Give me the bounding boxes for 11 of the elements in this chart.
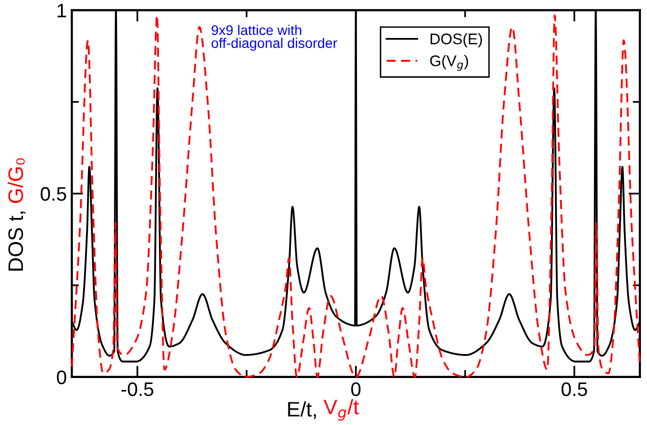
annotation: 9x9 lattice with off-diagonal disorder [212, 24, 338, 51]
y-axis-title: DOS t, G/G₀ [8, 158, 26, 271]
y-tick-label: 1 [58, 4, 66, 18]
x-tick-label: 0.5 [562, 382, 588, 396]
y-tick-label: 0 [56, 370, 66, 384]
y-tick-label: 0.5 [40, 187, 66, 201]
x-tick-label: 0 [351, 382, 360, 396]
x-axis-title: E/t, V$_{g}$/t [288, 399, 359, 421]
legend-label: DOS(E) [430, 33, 482, 48]
x-tick-label: -0.5 [121, 382, 154, 396]
legend-label: G(V$_{g}$) [430, 55, 468, 71]
